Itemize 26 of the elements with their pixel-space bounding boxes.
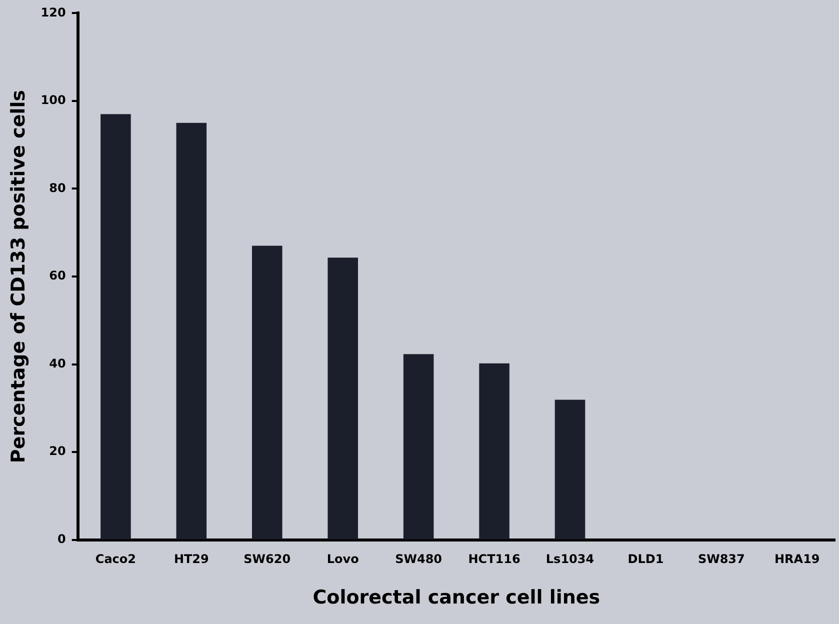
x-tick-label: HT29 — [174, 552, 209, 566]
bar — [554, 400, 586, 540]
bar — [328, 258, 358, 540]
bar — [479, 363, 510, 540]
bar — [403, 354, 434, 540]
x-tick-label: SW837 — [698, 552, 745, 566]
y-tick-label: 60 — [49, 268, 66, 283]
x-tick-label: HCT116 — [468, 552, 520, 566]
y-tick-label: 40 — [49, 356, 66, 370]
x-tick-label: DLD1 — [628, 552, 664, 566]
x-tick-label: SW620 — [244, 552, 291, 566]
y-tick-label: 20 — [49, 444, 66, 458]
x-tick-label: Caco2 — [95, 552, 136, 566]
x-tick-label: Ls1034 — [546, 552, 594, 566]
x-tick-label: Lovo — [326, 552, 359, 566]
x-tick-label: HRA19 — [774, 552, 820, 566]
y-tick-label: 120 — [40, 5, 66, 20]
x-tick-label: SW480 — [395, 552, 442, 566]
x-axis-title: Colorectal cancer cell lines — [312, 586, 600, 609]
bar — [252, 246, 282, 540]
bar — [100, 114, 131, 540]
y-tick-label: 80 — [49, 180, 66, 195]
y-tick-label: 0 — [57, 532, 66, 546]
y-axis-title: Percentage of CD133 positive cells — [7, 90, 30, 464]
bar — [176, 122, 207, 540]
y-tick-label: 100 — [40, 93, 66, 108]
